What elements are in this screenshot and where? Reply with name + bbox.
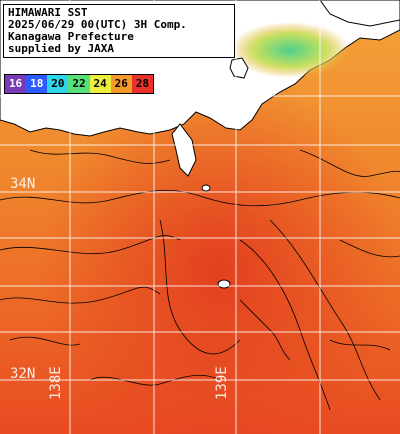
longitude-label-138e: 138E xyxy=(48,366,64,400)
island-oshima xyxy=(229,57,249,79)
title-line-region: Kanagawa Prefecture xyxy=(8,30,134,43)
island-miyake xyxy=(217,279,231,289)
longitude-label-139e: 139E xyxy=(214,366,230,400)
title-line-product: HIMAWARI SST xyxy=(8,6,88,19)
cool-bay-region xyxy=(230,22,350,78)
title-line-datetime: 2025/06/29 00(UTC) 3H Comp. xyxy=(8,18,187,31)
legend-swatch-20: 20 xyxy=(47,75,69,93)
land-izu-peninsula xyxy=(171,123,197,177)
isotherm-contours xyxy=(0,149,400,411)
legend-swatch-24: 24 xyxy=(89,75,111,93)
latitude-label-32n: 32N xyxy=(10,366,36,382)
legend-swatch-22: 22 xyxy=(68,75,90,93)
legend-swatch-26: 26 xyxy=(110,75,132,93)
land-boso xyxy=(319,0,400,27)
legend-swatch-28: 28 xyxy=(131,75,153,93)
legend-swatch-18: 18 xyxy=(26,75,48,93)
temperature-legend: 16 18 20 22 24 26 28 xyxy=(4,74,154,94)
title-box: HIMAWARI SST 2025/06/29 00(UTC) 3H Comp.… xyxy=(3,4,235,58)
title-line-credit: supplied by JAXA xyxy=(8,42,114,55)
island-niijima xyxy=(201,184,211,192)
legend-swatch-16: 16 xyxy=(5,75,27,93)
latitude-label-34n: 34N xyxy=(10,176,36,192)
